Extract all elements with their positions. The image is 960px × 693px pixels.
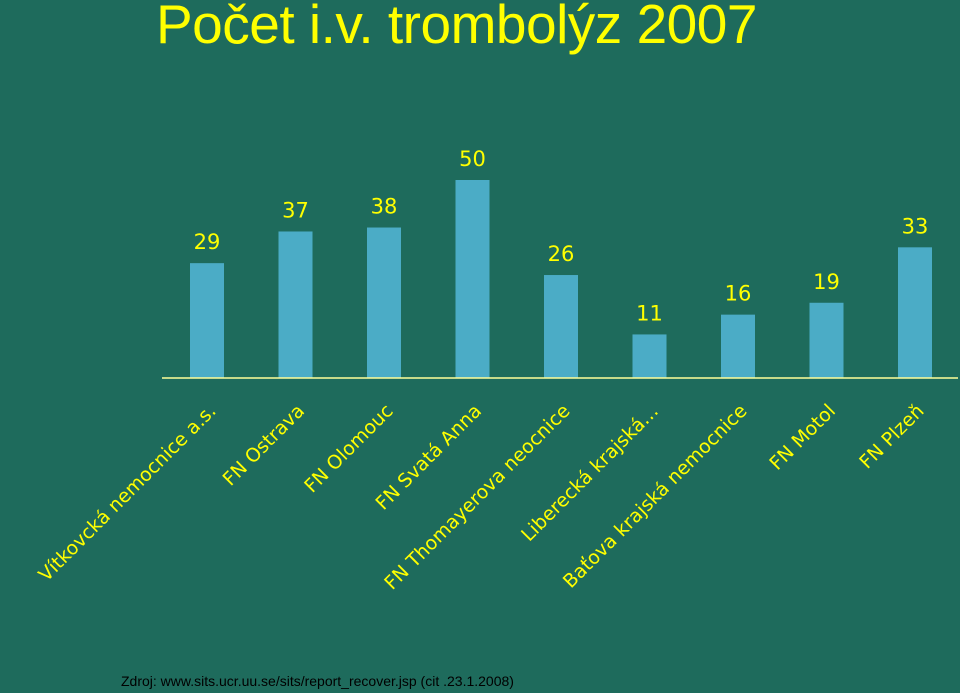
category-label-7: Baťova krajská nemocnice (559, 400, 752, 593)
value-label-9: 33 (902, 214, 929, 238)
bar-8 (809, 302, 844, 378)
bar-9 (898, 247, 932, 378)
value-label-7: 16 (725, 282, 752, 306)
bar-6 (632, 334, 667, 378)
value-label-1: 29 (194, 230, 221, 254)
value-label-5: 26 (548, 242, 575, 266)
category-label-5: FN Thomayerova neocnice (380, 400, 574, 594)
bar-3 (367, 227, 401, 378)
bar-2 (278, 231, 313, 378)
value-label-6: 11 (636, 301, 663, 325)
slide-title: Počet i.v. trombolýz 2007 (156, 0, 757, 55)
category-label-8: FN Motol (765, 400, 840, 475)
value-label-2: 37 (282, 198, 309, 222)
category-label-3: FN Olomouc (300, 400, 397, 497)
value-label-4: 50 (459, 147, 486, 171)
bar-4 (455, 180, 490, 378)
bar-7 (721, 314, 755, 378)
category-label-1: Vítkovcká nemocnice a.s. (34, 400, 220, 586)
value-label-3: 38 (371, 195, 398, 219)
source-note: Zdroj: www.sits.ucr.uu.se/sits/report_re… (121, 673, 514, 689)
category-label-9: FN Plzeň (855, 400, 928, 473)
value-label-8: 19 (813, 270, 840, 294)
category-label-2: FN Ostrava (219, 400, 309, 490)
bar-1 (190, 263, 224, 378)
bar-5 (544, 275, 578, 378)
